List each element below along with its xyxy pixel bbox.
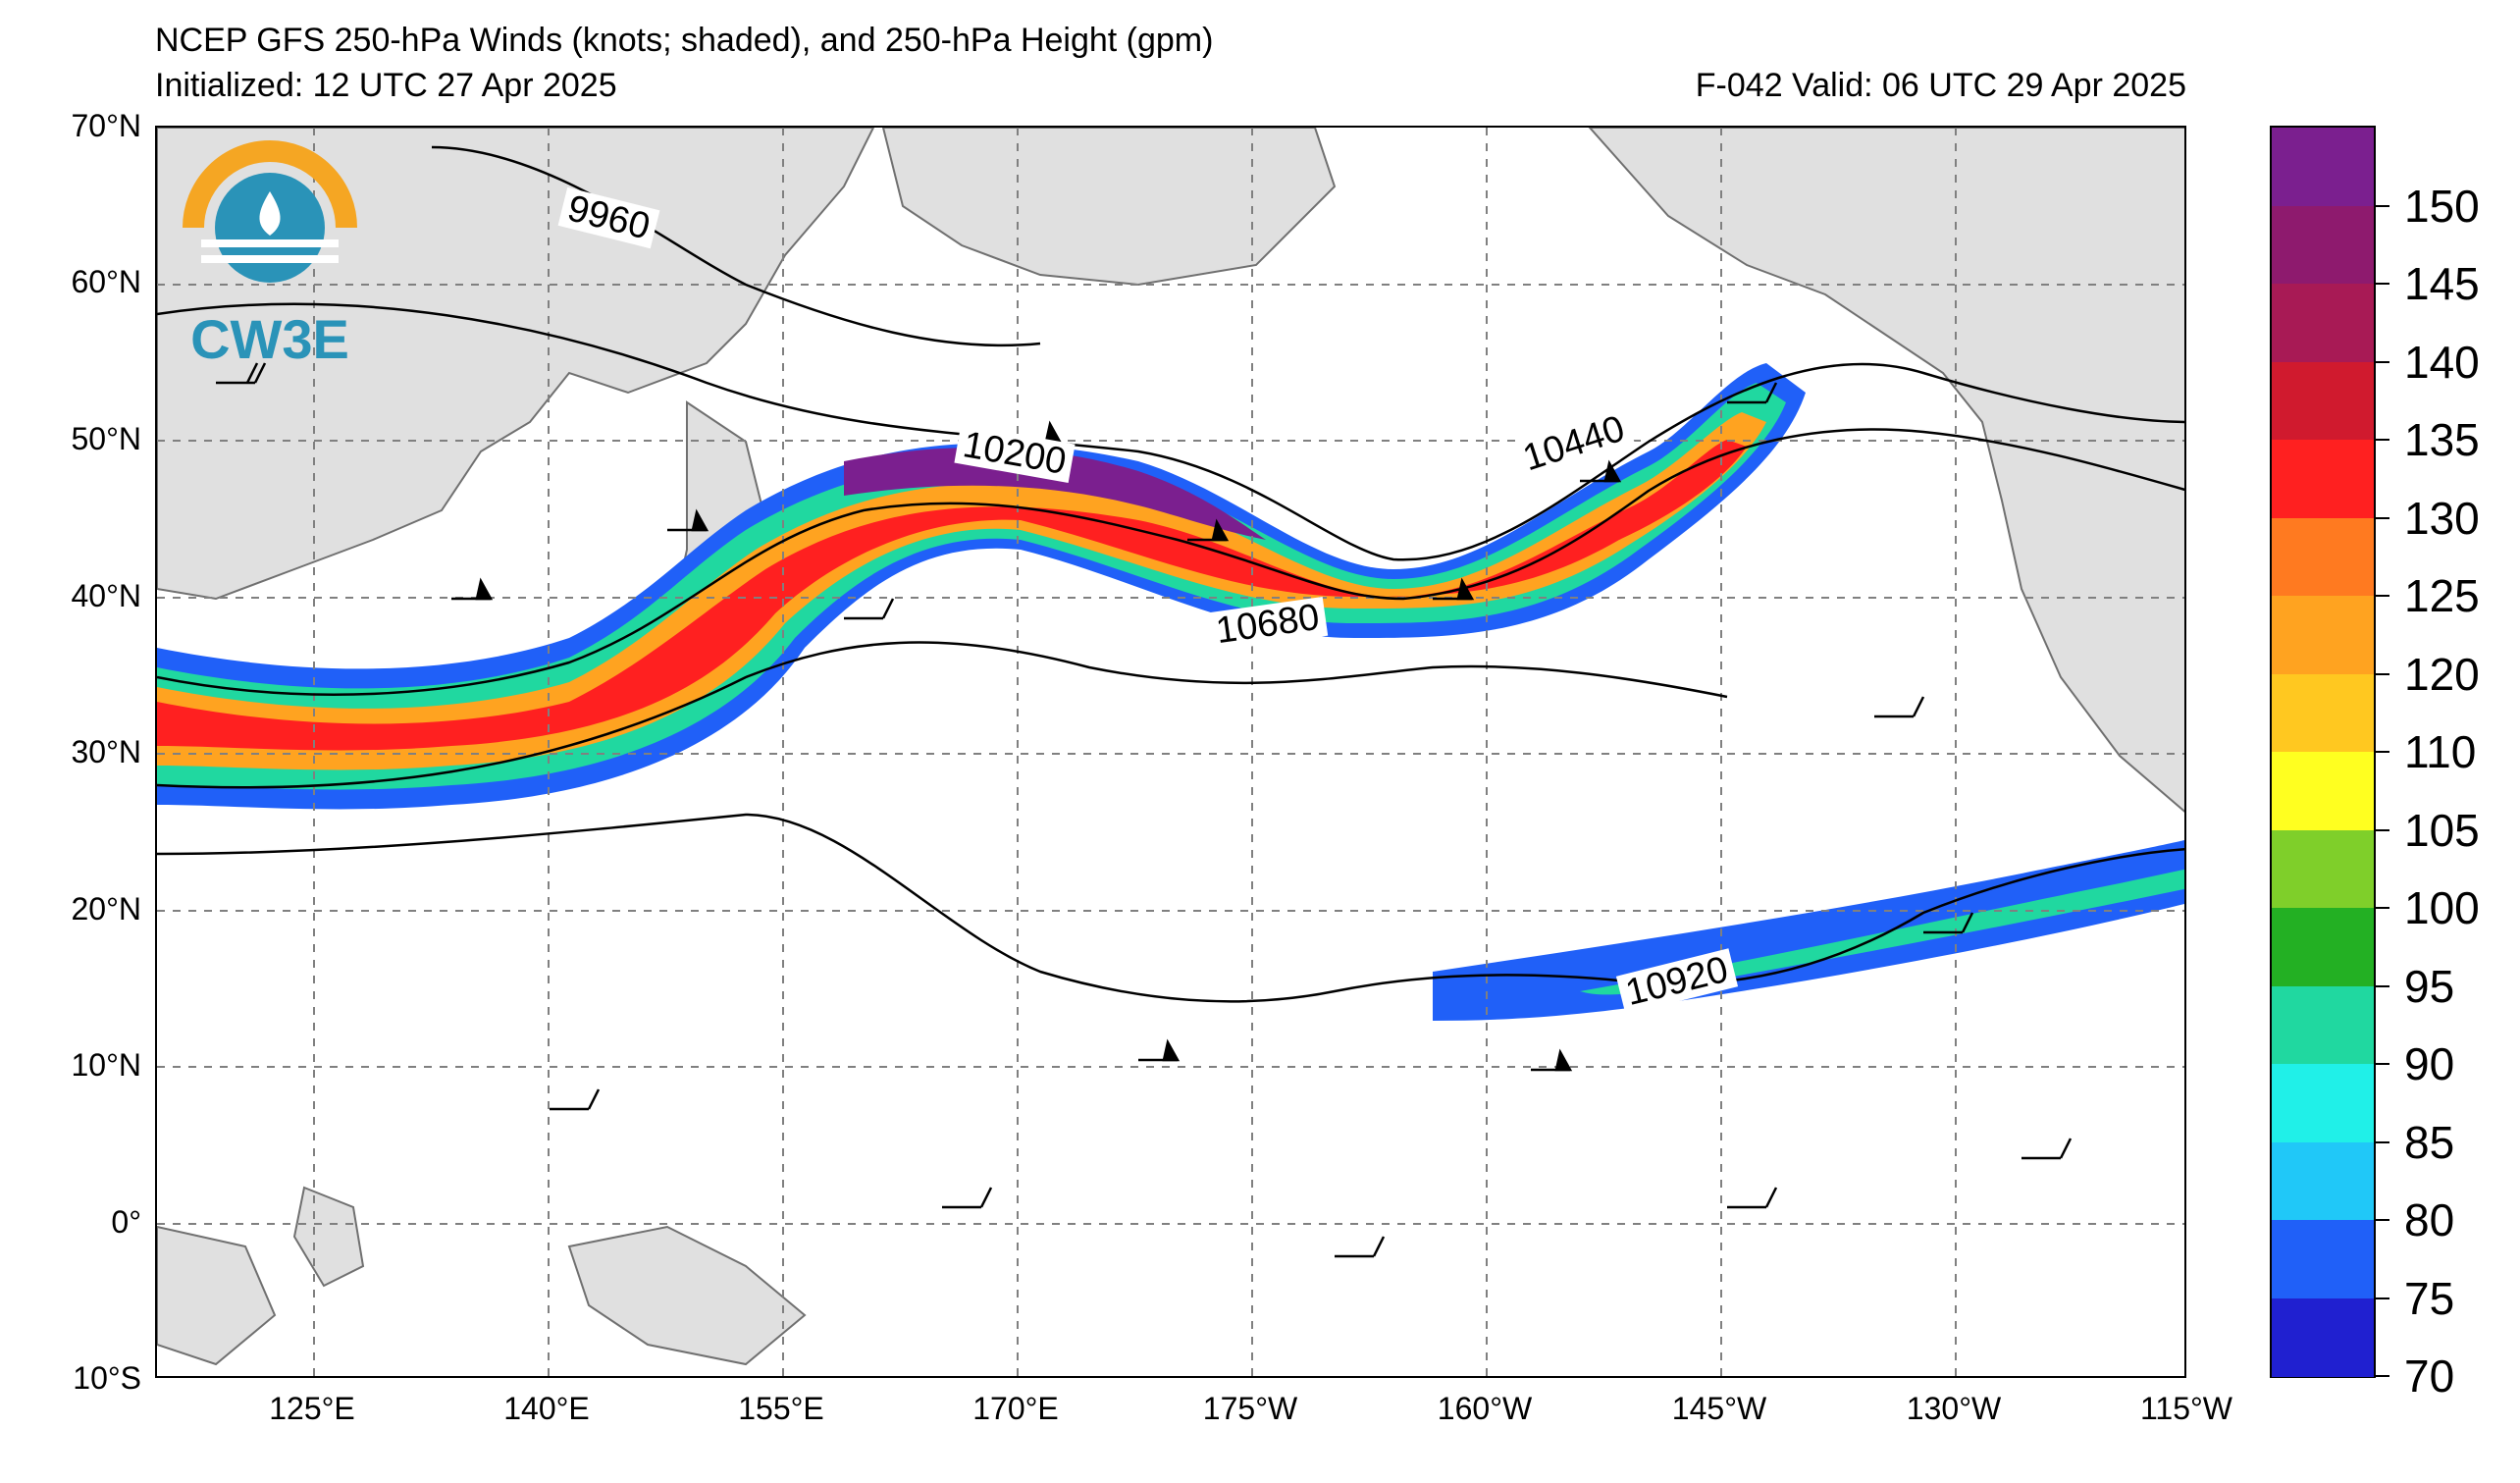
lat-label-30n: 30°N — [71, 734, 142, 769]
colorbar-tick — [2376, 984, 2389, 987]
colorbar-tick — [2376, 360, 2389, 363]
colorbar-segment — [2272, 673, 2374, 753]
colorbar-label: 95 — [2404, 960, 2455, 1012]
lat-label-20n: 20°N — [71, 891, 142, 927]
lon-label-140e: 140°E — [503, 1391, 590, 1426]
lon-label-160w: 160°W — [1437, 1391, 1533, 1426]
colorbar-tick — [2376, 672, 2389, 675]
colorbar-tick — [2376, 1219, 2389, 1221]
colorbar-segment — [2272, 205, 2374, 285]
colorbar-label: 150 — [2404, 180, 2480, 232]
colorbar-tick — [2376, 439, 2389, 441]
colorbar-label: 90 — [2404, 1038, 2455, 1089]
colorbar-tick — [2376, 828, 2389, 831]
cw3e-logo: CW3E — [172, 137, 368, 378]
map-canvas — [157, 128, 2184, 1376]
colorbar-segment — [2272, 985, 2374, 1065]
lon-label-170e: 170°E — [972, 1391, 1059, 1426]
colorbar-segment — [2272, 1064, 2374, 1142]
lon-label-155e: 155°E — [738, 1391, 824, 1426]
colorbar-tick — [2376, 1140, 2389, 1143]
colorbar-label: 80 — [2404, 1194, 2455, 1245]
colorbar-segment — [2272, 128, 2374, 206]
colorbar-tick — [2376, 1063, 2389, 1065]
colorbar-label: 100 — [2404, 882, 2480, 933]
colorbar-segment — [2272, 284, 2374, 362]
lat-label-10s: 10°S — [73, 1360, 141, 1396]
lon-label-145w: 145°W — [1671, 1391, 1767, 1426]
lon-label-115w: 115°W — [2139, 1391, 2233, 1426]
colorbar-label: 110 — [2404, 726, 2477, 777]
colorbar-segment — [2272, 596, 2374, 674]
colorbar-label: 85 — [2404, 1116, 2455, 1168]
lat-label-10n: 10°N — [71, 1047, 142, 1083]
colorbar-segment — [2272, 1220, 2374, 1298]
colorbar-label: 140 — [2404, 336, 2480, 388]
height-contours — [157, 145, 2184, 1003]
lat-label-70n: 70°N — [71, 108, 142, 143]
map-panel[interactable]: 9960 10200 10440 10680 10920 — [155, 126, 2186, 1378]
lat-label-40n: 40°N — [71, 578, 142, 613]
colorbar-tick — [2376, 1297, 2389, 1299]
colorbar — [2270, 126, 2376, 1378]
colorbar-segment — [2272, 517, 2374, 597]
colorbar-segment — [2272, 829, 2374, 909]
colorbar-label: 125 — [2404, 570, 2480, 621]
valid-time: F-042 Valid: 06 UTC 29 Apr 2025 — [1695, 67, 2186, 104]
colorbar-segment — [2272, 1298, 2374, 1377]
colorbar-segment — [2272, 1141, 2374, 1221]
colorbar-label: 135 — [2404, 414, 2480, 465]
lat-label-0: 0° — [111, 1204, 141, 1240]
graticule — [157, 128, 2184, 1376]
colorbar-segment — [2272, 752, 2374, 830]
colorbar-label: 105 — [2404, 804, 2480, 856]
lon-label-125e: 125°E — [269, 1391, 355, 1426]
svg-text:CW3E: CW3E — [190, 308, 349, 370]
lat-label-50n: 50°N — [71, 421, 142, 456]
lat-label-60n: 60°N — [71, 264, 142, 299]
colorbar-tick — [2376, 751, 2389, 753]
map-title: NCEP GFS 250-hPa Winds (knots; shaded), … — [155, 22, 1214, 59]
colorbar-label: 130 — [2404, 492, 2480, 544]
wind-barbs — [216, 362, 2073, 1258]
cw3e-logo-icon: CW3E — [183, 140, 357, 370]
lon-label-130w: 130°W — [1906, 1391, 2002, 1426]
colorbar-tick — [2376, 907, 2389, 909]
colorbar-label: 145 — [2404, 258, 2480, 309]
colorbar-tick — [2376, 595, 2389, 597]
colorbar-segment — [2272, 440, 2374, 518]
colorbar-label: 75 — [2404, 1272, 2455, 1324]
colorbar-tick — [2376, 1375, 2389, 1377]
initialized-time: Initialized: 12 UTC 27 Apr 2025 — [155, 67, 617, 104]
lon-label-175w: 175°W — [1202, 1391, 1298, 1426]
colorbar-label: 70 — [2404, 1351, 2455, 1402]
colorbar-tick — [2376, 516, 2389, 519]
colorbar-segment — [2272, 361, 2374, 441]
colorbar-segment — [2272, 908, 2374, 986]
colorbar-tick — [2376, 283, 2389, 285]
colorbar-label: 120 — [2404, 648, 2480, 700]
colorbar-tick — [2376, 204, 2389, 207]
